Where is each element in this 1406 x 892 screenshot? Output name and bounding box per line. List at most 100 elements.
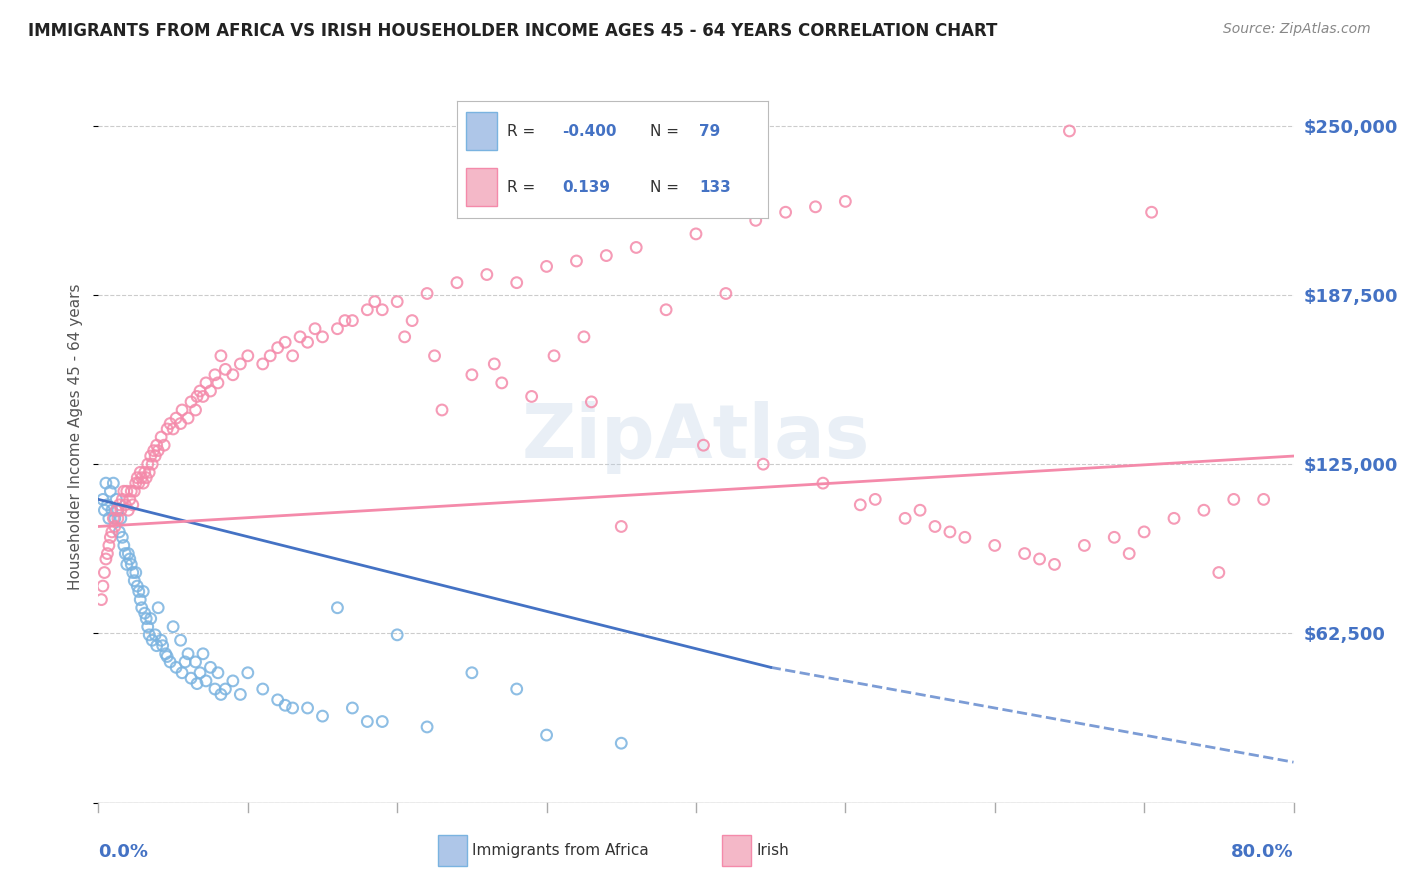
Point: [1118, 547, 1140, 561]
Point: [184, 403, 207, 417]
Point: [195, 376, 218, 390]
Point: [117, 503, 139, 517]
Point: [385, 294, 409, 309]
Point: [114, 498, 136, 512]
Point: [1140, 205, 1163, 219]
Point: [186, 676, 208, 690]
Point: [138, 465, 160, 479]
Point: [172, 665, 194, 680]
Point: [155, 647, 177, 661]
Point: [150, 430, 173, 444]
Point: [184, 655, 207, 669]
Point: [134, 465, 156, 479]
Point: [159, 655, 181, 669]
Point: [1253, 492, 1275, 507]
Point: [125, 566, 148, 580]
Point: [94, 552, 117, 566]
Point: [834, 194, 856, 209]
Point: [195, 673, 218, 688]
Point: [252, 681, 274, 696]
Point: [114, 547, 136, 561]
Point: [110, 503, 132, 517]
Point: [112, 484, 135, 499]
Point: [127, 579, 149, 593]
Point: [1028, 552, 1050, 566]
Point: [107, 503, 129, 517]
Point: [156, 649, 179, 664]
Point: [188, 665, 211, 680]
Point: [121, 498, 143, 512]
Point: [165, 411, 187, 425]
Point: [745, 213, 768, 227]
Y-axis label: Householder Income Ages 45 - 64 years: Householder Income Ages 45 - 64 years: [67, 284, 83, 591]
Point: [1104, 530, 1126, 544]
Point: [143, 628, 166, 642]
Point: [101, 524, 124, 539]
Point: [1208, 566, 1230, 580]
Point: [186, 389, 208, 403]
Point: [145, 438, 167, 452]
Point: [894, 511, 917, 525]
Point: [804, 200, 827, 214]
Point: [91, 579, 114, 593]
Point: [105, 492, 128, 507]
Point: [655, 302, 678, 317]
Point: [775, 205, 797, 219]
Point: [274, 698, 297, 713]
Point: [610, 519, 633, 533]
Point: [222, 673, 245, 688]
Point: [156, 422, 179, 436]
Point: [191, 647, 214, 661]
Point: [191, 389, 214, 403]
Point: [150, 633, 173, 648]
Point: [148, 600, 170, 615]
Point: [117, 547, 139, 561]
Point: [124, 574, 146, 588]
Point: [204, 368, 226, 382]
Point: [461, 665, 484, 680]
Point: [107, 511, 129, 525]
Point: [939, 524, 962, 539]
Point: [177, 647, 200, 661]
Point: [104, 511, 127, 525]
Point: [416, 286, 439, 301]
Point: [169, 633, 191, 648]
Point: [105, 503, 128, 517]
Point: [1192, 503, 1215, 517]
Point: [91, 492, 114, 507]
Point: [1014, 547, 1036, 561]
Point: [108, 524, 131, 539]
Point: [101, 503, 124, 517]
Point: [129, 592, 152, 607]
Point: [565, 254, 588, 268]
Point: [138, 628, 160, 642]
Point: [139, 449, 162, 463]
Point: [326, 322, 349, 336]
Point: [214, 681, 236, 696]
Point: [1059, 124, 1081, 138]
Point: [132, 476, 155, 491]
Point: [267, 693, 290, 707]
Point: [162, 422, 184, 436]
Point: [207, 376, 229, 390]
Point: [281, 701, 304, 715]
Point: [385, 628, 409, 642]
Point: [506, 681, 529, 696]
Point: [685, 227, 707, 241]
Point: [326, 600, 349, 615]
Point: [142, 443, 165, 458]
Point: [714, 286, 737, 301]
Point: [229, 357, 252, 371]
Point: [135, 471, 157, 485]
Point: [169, 417, 191, 431]
Point: [311, 709, 333, 723]
Point: [125, 476, 148, 491]
Point: [543, 349, 565, 363]
Point: [159, 417, 181, 431]
Point: [143, 449, 166, 463]
Point: [132, 584, 155, 599]
Point: [572, 330, 595, 344]
Point: [162, 620, 184, 634]
Point: [461, 368, 484, 382]
Point: [475, 268, 498, 282]
